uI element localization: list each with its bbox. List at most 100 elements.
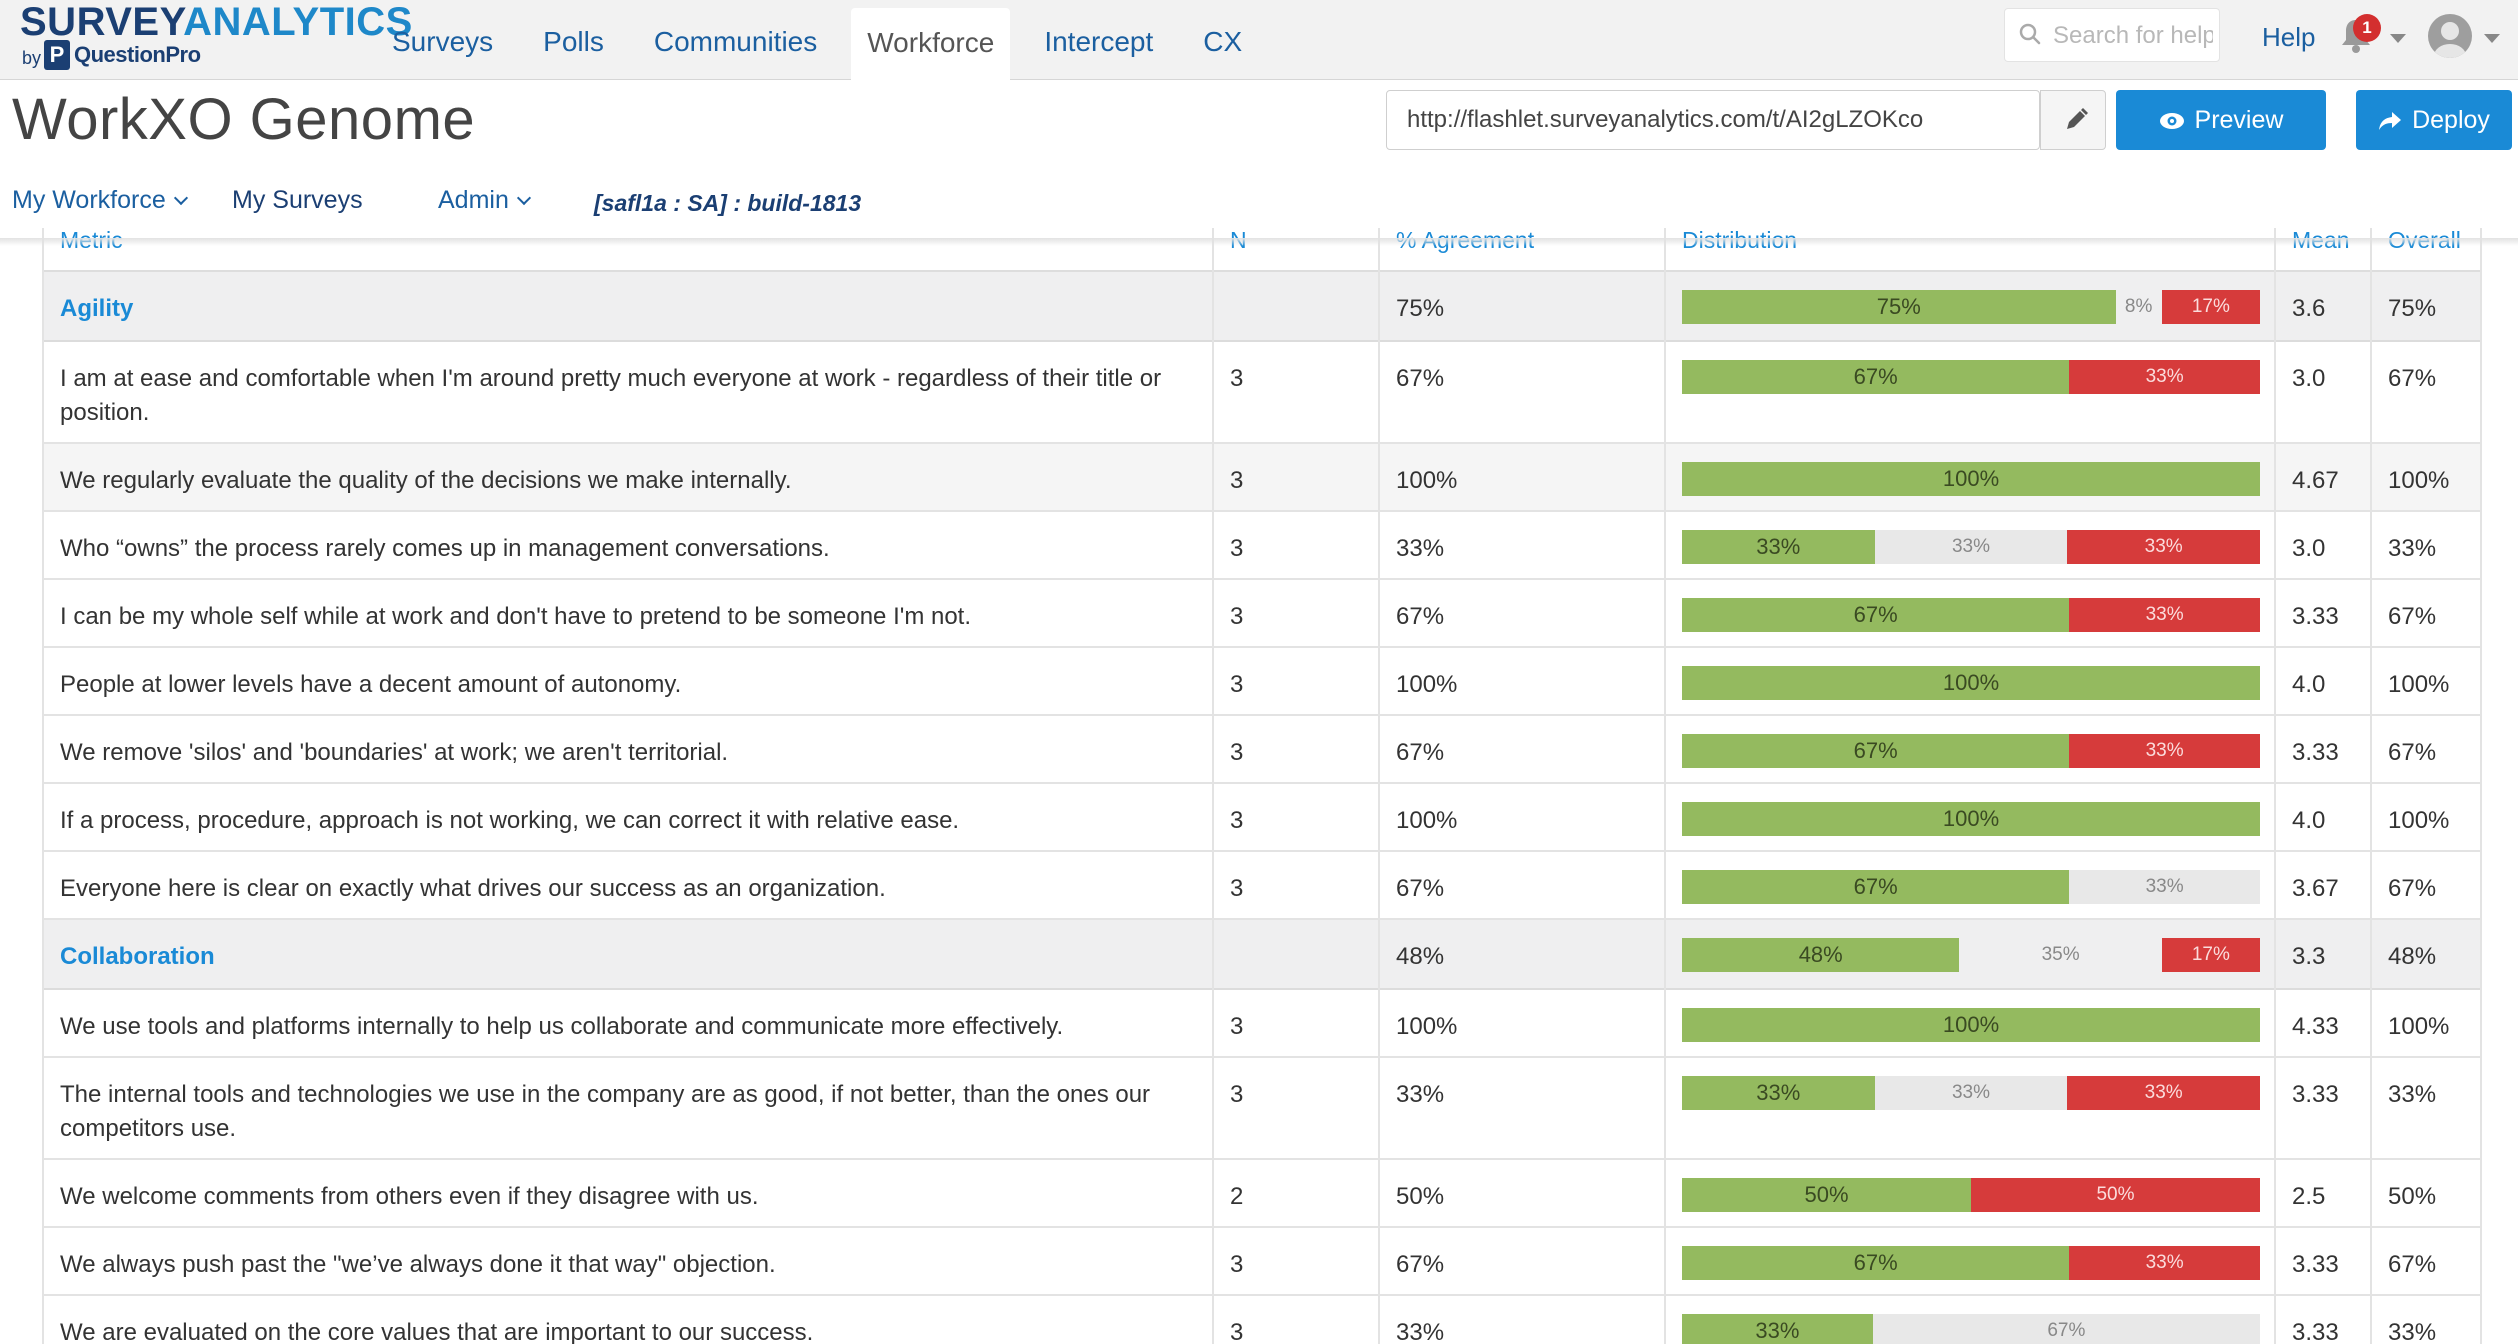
overall-value: 33% <box>2388 1081 2437 1108</box>
help-search-input[interactable] <box>2053 17 2213 55</box>
mean-value: 3.0 <box>2292 535 2326 562</box>
n-count: 3 <box>1230 603 1244 630</box>
table-row[interactable]: I can be my whole self while at work and… <box>44 580 2480 648</box>
mean-value: 3.6 <box>2292 295 2326 322</box>
distribution-cell: 33% 67% <box>1666 1296 2276 1344</box>
agreement-value: 67% <box>1396 1251 1445 1278</box>
brand-name: SURVEYANALYTICS <box>20 0 413 44</box>
mean-value: 3.33 <box>2292 1251 2339 1278</box>
preview-label: Preview <box>2194 106 2284 134</box>
nav-tab-polls[interactable]: Polls <box>543 26 604 57</box>
help-link[interactable]: Help <box>2262 22 2316 52</box>
table-row[interactable]: If a process, procedure, approach is not… <box>44 784 2480 852</box>
column-divider <box>1378 228 1380 1344</box>
table-row[interactable]: We always push past the "we’ve always do… <box>44 1228 2480 1296</box>
edit-url-button[interactable] <box>2040 90 2106 150</box>
positive-segment: 33% <box>1682 1076 1875 1110</box>
notification-caret-icon[interactable] <box>2390 34 2406 43</box>
section-row[interactable]: Agility 75% 75% 8% 17% 3.6 75% <box>44 272 2480 342</box>
table-row[interactable]: I am at ease and comfortable when I'm ar… <box>44 342 2480 444</box>
negative-segment: 33% <box>2067 1076 2260 1110</box>
distribution-cell: 67% 33% <box>1666 580 2276 646</box>
negative-segment: 17% <box>2161 938 2260 972</box>
overall-value: 33% <box>2388 1319 2437 1344</box>
negative-segment: 33% <box>2069 734 2260 768</box>
metric-text: We remove 'silos' and 'boundaries' at wo… <box>60 739 729 766</box>
metric-text: Who “owns” the process rarely comes up i… <box>60 535 830 562</box>
my-surveys-link[interactable]: My Surveys <box>232 186 363 214</box>
table-row[interactable]: People at lower levels have a decent amo… <box>44 648 2480 716</box>
mean-value: 3.33 <box>2292 1319 2339 1344</box>
mean-value: 3.33 <box>2292 603 2339 630</box>
negative-segment: 33% <box>2069 1246 2260 1280</box>
agreement-value: 67% <box>1396 603 1445 630</box>
mean-value: 3.33 <box>2292 1081 2339 1108</box>
nav-tab-cx[interactable]: CX <box>1203 26 1243 57</box>
build-tag: [safl1a : SA] : build-1813 <box>594 190 862 216</box>
nav-tab-communities[interactable]: Communities <box>653 26 818 57</box>
overall-value: 100% <box>2388 467 2450 494</box>
metric-text: The internal tools and technologies we u… <box>60 1081 1151 1142</box>
distribution-cell: 100% <box>1666 990 2276 1056</box>
table-row[interactable]: We welcome comments from others even if … <box>44 1160 2480 1228</box>
negative-segment: 50% <box>1971 1178 2260 1212</box>
nav-tab-intercept[interactable]: Intercept <box>1044 26 1154 57</box>
agreement-value: 33% <box>1396 535 1445 562</box>
my-workforce-menu[interactable]: My Workforce <box>12 186 188 215</box>
metric-text: I am at ease and comfortable when I'm ar… <box>60 365 1162 426</box>
mean-value: 3.3 <box>2292 943 2326 970</box>
help-search-box <box>2004 8 2220 62</box>
agreement-value: 100% <box>1396 807 1458 834</box>
user-menu-caret-icon[interactable] <box>2484 34 2500 43</box>
positive-segment: 67% <box>1682 1246 2070 1280</box>
distribution-cell: 100% <box>1666 444 2276 510</box>
distribution-cell: 67% 33% <box>1666 342 2276 442</box>
distribution-cell: 33% 33% 33% <box>1666 512 2276 578</box>
mean-value: 3.33 <box>2292 739 2339 766</box>
positive-segment: 100% <box>1682 1008 2260 1042</box>
mean-value: 4.0 <box>2292 807 2326 834</box>
table-row[interactable]: Everyone here is clear on exactly what d… <box>44 852 2480 920</box>
positive-segment: 67% <box>1682 870 2070 904</box>
distribution-cell: 33% 33% 33% <box>1666 1058 2276 1158</box>
table-row[interactable]: We regularly evaluate the quality of the… <box>44 444 2480 512</box>
table-row[interactable]: The internal tools and technologies we u… <box>44 1058 2480 1160</box>
table-row[interactable]: We use tools and platforms internally to… <box>44 990 2480 1058</box>
user-avatar[interactable] <box>2428 14 2472 58</box>
survey-url-group <box>1386 90 2041 150</box>
nav-tab-surveys[interactable]: Surveys <box>392 26 494 57</box>
distribution-cell: 50% 50% <box>1666 1160 2276 1226</box>
distribution-cell: 100% <box>1666 784 2276 850</box>
survey-url-field[interactable] <box>1387 91 2041 149</box>
table-row[interactable]: We are evaluated on the core values that… <box>44 1296 2480 1344</box>
positive-segment: 33% <box>1682 530 1875 564</box>
n-count: 3 <box>1230 467 1244 494</box>
distribution-bar: 100% <box>1682 462 2260 496</box>
preview-button[interactable]: Preview <box>2116 90 2326 150</box>
neutral-segment: 67% <box>1872 1314 2260 1344</box>
my-workforce-label: My Workforce <box>12 186 166 214</box>
positive-segment: 100% <box>1682 462 2260 496</box>
n-count: 3 <box>1230 535 1244 562</box>
admin-menu[interactable]: Admin <box>438 186 531 215</box>
agreement-value: 50% <box>1396 1183 1445 1210</box>
deploy-button[interactable]: Deploy <box>2356 90 2512 150</box>
positive-segment: 100% <box>1682 802 2260 836</box>
overall-value: 100% <box>2388 1013 2450 1040</box>
distribution-bar: 48% 35% 17% <box>1682 938 2260 972</box>
table-row[interactable]: We remove 'silos' and 'boundaries' at wo… <box>44 716 2480 784</box>
neutral-segment: 33% <box>2069 870 2260 904</box>
n-count: 2 <box>1230 1183 1244 1210</box>
nav-tab-workforce[interactable]: Workforce <box>851 8 1011 81</box>
n-count <box>1214 920 1380 988</box>
eye-icon <box>2159 113 2184 130</box>
brand-logo[interactable]: SURVEYANALYTICS by P QuestionPro <box>20 0 412 76</box>
metric-text: We are evaluated on the core values that… <box>60 1319 814 1344</box>
positive-segment: 67% <box>1682 360 2070 394</box>
table-row[interactable]: Who “owns” the process rarely comes up i… <box>44 512 2480 580</box>
column-divider <box>1212 228 1214 1344</box>
overall-value: 67% <box>2388 739 2437 766</box>
distribution-cell: 67% 33% <box>1666 716 2276 782</box>
n-count: 3 <box>1230 739 1244 766</box>
section-row[interactable]: Collaboration 48% 48% 35% 17% 3.3 48% <box>44 920 2480 990</box>
